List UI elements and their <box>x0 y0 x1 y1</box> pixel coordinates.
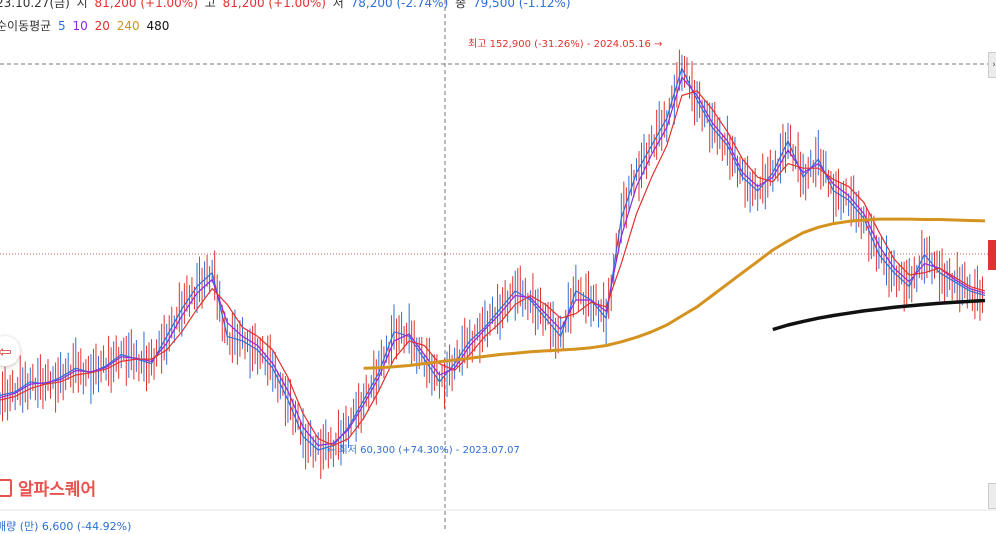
volume-header-partial: 매량 (만) 6,600 (-44.92%) <box>0 520 132 533</box>
chevron-icon: › <box>992 60 996 70</box>
right-panel-toggle[interactable]: › <box>988 52 996 78</box>
ma-period-20[interactable]: 20 <box>94 19 110 33</box>
back-arrow-icon: ⇦ <box>0 341 12 361</box>
ma-line-10 <box>0 76 986 447</box>
ma-period-5[interactable]: 5 <box>58 19 66 33</box>
ma-line-20 <box>0 90 986 447</box>
low-annotation: ← 최저 60,300 (+74.30%) - 2023.07.07 <box>327 444 520 456</box>
low-value: 78,200 (-2.74%) <box>350 0 449 10</box>
candles-layer <box>0 49 983 480</box>
ma-line-480 <box>772 298 986 332</box>
scroll-back-button[interactable]: ⇦ <box>0 336 20 366</box>
current-price-tag <box>988 240 996 270</box>
ma-period-10[interactable]: 10 <box>72 19 88 33</box>
logo-icon <box>0 479 12 497</box>
watermark-logo: 알파스퀘어 <box>0 475 96 500</box>
low-label: 저 <box>332 0 344 10</box>
ma-legend: 순이동평균 5 10 20 240 480 <box>0 17 172 34</box>
header-date: 23.10.27(금) <box>0 0 70 10</box>
close-value: 79,500 (-1.12%) <box>472 0 571 10</box>
ohlc-header: 23.10.27(금) 시 81,200 (+1.00%) 고 81,200 (… <box>0 0 574 11</box>
open-label: 시 <box>76 0 88 10</box>
ma-line-5 <box>0 67 986 451</box>
ma-period-240[interactable]: 240 <box>116 19 140 33</box>
ma-period-480[interactable]: 480 <box>146 19 170 33</box>
high-value: 81,200 (+1.00%) <box>222 0 326 10</box>
ma-line-240 <box>363 217 986 370</box>
logo-text: 알파스퀘어 <box>18 480 97 500</box>
moving-average-layer <box>0 67 986 451</box>
ma-legend-label: 순이동평균 <box>0 19 52 33</box>
close-label: 종 <box>455 0 467 10</box>
high-label: 고 <box>204 0 216 10</box>
open-value: 81,200 (+1.00%) <box>94 0 198 10</box>
right-panel-toggle-bottom[interactable] <box>988 483 996 509</box>
high-annotation: 최고 152,900 (-31.26%) - 2024.05.16 → <box>468 38 662 50</box>
